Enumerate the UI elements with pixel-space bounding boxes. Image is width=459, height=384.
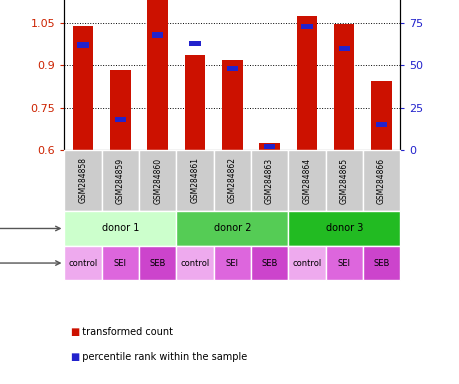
Text: SEB: SEB <box>149 258 166 268</box>
Bar <box>176 211 288 246</box>
Text: transformed count: transformed count <box>76 327 173 337</box>
Bar <box>333 25 354 150</box>
Bar <box>64 246 101 280</box>
Bar <box>362 246 399 280</box>
Text: control: control <box>68 258 97 268</box>
Bar <box>110 70 130 150</box>
Text: GSM284860: GSM284860 <box>153 157 162 204</box>
Bar <box>64 150 101 211</box>
Bar <box>325 150 362 211</box>
Bar <box>147 0 168 150</box>
Bar <box>73 26 93 150</box>
Bar <box>114 117 126 122</box>
Bar <box>296 16 317 150</box>
Text: SEB: SEB <box>373 258 389 268</box>
Text: GSM284863: GSM284863 <box>264 157 274 204</box>
Text: percentile rank within the sample: percentile rank within the sample <box>76 352 246 362</box>
Bar <box>176 150 213 211</box>
Bar <box>375 122 386 127</box>
Bar <box>338 46 349 51</box>
Text: SEI: SEI <box>114 258 127 268</box>
Bar <box>222 60 242 150</box>
Text: SEI: SEI <box>337 258 350 268</box>
Text: GSM284864: GSM284864 <box>302 157 311 204</box>
Bar <box>152 32 163 38</box>
Bar <box>251 150 288 211</box>
Text: control: control <box>180 258 209 268</box>
Bar <box>263 144 274 149</box>
Text: GSM284866: GSM284866 <box>376 157 385 204</box>
Text: SEI: SEI <box>225 258 238 268</box>
Text: individual: individual <box>0 223 60 233</box>
Bar <box>189 41 200 46</box>
Bar <box>101 246 139 280</box>
Text: GSM284865: GSM284865 <box>339 157 348 204</box>
Text: GSM284861: GSM284861 <box>190 157 199 204</box>
Bar <box>362 150 399 211</box>
Bar <box>185 55 205 150</box>
Text: donor 3: donor 3 <box>325 223 362 233</box>
Bar <box>251 246 288 280</box>
Bar <box>176 246 213 280</box>
Bar <box>139 246 176 280</box>
Bar <box>101 150 139 211</box>
Text: GSM284859: GSM284859 <box>116 157 124 204</box>
Text: donor 1: donor 1 <box>101 223 139 233</box>
Bar <box>325 246 362 280</box>
Bar <box>77 42 89 48</box>
Bar <box>64 211 176 246</box>
Bar <box>370 81 391 150</box>
Bar <box>213 246 251 280</box>
Bar <box>139 150 176 211</box>
Bar <box>288 246 325 280</box>
Text: agent: agent <box>0 258 60 268</box>
Text: SEB: SEB <box>261 258 277 268</box>
Text: ■: ■ <box>70 327 79 337</box>
Bar <box>301 24 312 29</box>
Text: ■: ■ <box>70 352 79 362</box>
Text: control: control <box>291 258 321 268</box>
Bar <box>226 66 237 71</box>
Bar <box>213 150 251 211</box>
Text: GSM284862: GSM284862 <box>227 157 236 204</box>
Bar <box>288 150 325 211</box>
Text: GSM284858: GSM284858 <box>78 157 87 204</box>
Bar <box>288 211 399 246</box>
Text: donor 2: donor 2 <box>213 223 251 233</box>
Bar <box>259 143 279 150</box>
